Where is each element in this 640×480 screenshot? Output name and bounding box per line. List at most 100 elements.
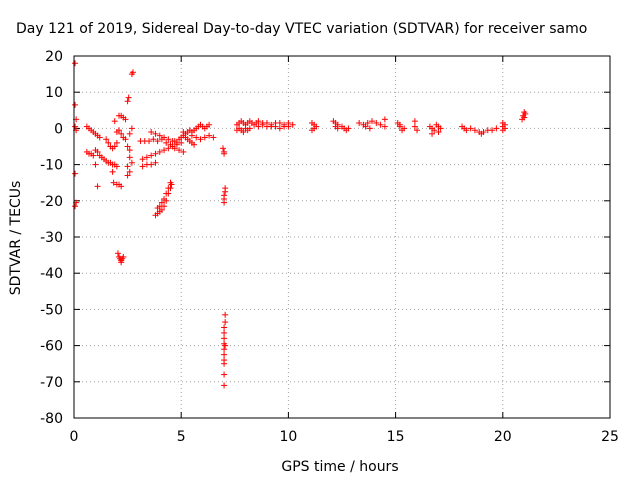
data-point: [171, 145, 178, 152]
data-point: [113, 163, 120, 170]
data-point: [197, 136, 204, 143]
data-point: [276, 125, 283, 132]
data-point: [369, 118, 376, 125]
data-point: [429, 130, 436, 137]
data-point: [221, 351, 228, 358]
data-point: [220, 145, 227, 152]
data-point: [463, 127, 470, 134]
data-point: [221, 360, 228, 367]
x-tick-label: 25: [601, 429, 619, 445]
data-point: [221, 199, 228, 206]
data-point: [520, 112, 527, 119]
data-point: [124, 143, 131, 150]
y-tick-label: -30: [40, 230, 63, 246]
data-point: [467, 125, 474, 132]
data-point: [206, 132, 213, 139]
data-point: [364, 119, 371, 126]
plot-frame: [73, 55, 611, 419]
data-point: [128, 125, 135, 132]
data-point: [126, 147, 133, 154]
data-point: [411, 118, 418, 125]
data-point: [114, 250, 121, 257]
data-point: [152, 150, 159, 157]
data-point: [113, 139, 120, 146]
data-point: [163, 190, 170, 197]
data-point: [156, 148, 163, 155]
data-point: [222, 342, 229, 349]
data-point: [201, 134, 208, 141]
data-point: [289, 121, 296, 128]
data-point: [362, 123, 369, 130]
data-point: [96, 134, 103, 141]
y-tick-label: -50: [40, 302, 63, 318]
data-point: [105, 139, 112, 146]
x-axis-label: GPS time / hours: [281, 459, 398, 475]
data-point: [411, 123, 418, 130]
data-point: [366, 125, 373, 132]
data-point: [437, 125, 444, 132]
data-point: [193, 134, 200, 141]
data-point: [221, 329, 228, 336]
data-point: [148, 152, 155, 159]
data-point: [414, 127, 421, 134]
data-point: [180, 148, 187, 155]
data-point: [222, 319, 229, 326]
data-point: [521, 109, 528, 116]
data-point: [210, 134, 217, 141]
data-point: [221, 335, 228, 342]
data-point: [118, 183, 125, 190]
data-point: [128, 159, 135, 166]
y-tick-label: -70: [40, 375, 63, 391]
data-point: [72, 60, 79, 67]
data-point: [163, 139, 170, 146]
data-point: [165, 136, 172, 143]
data-point: [221, 324, 228, 331]
y-tick-label: -20: [40, 194, 63, 210]
data-point: [356, 119, 363, 126]
data-point: [255, 123, 262, 130]
data-point: [489, 127, 496, 134]
data-point: [110, 179, 117, 186]
data-point: [124, 98, 131, 105]
data-point: [161, 195, 168, 202]
data-point: [139, 156, 146, 163]
data-point: [126, 168, 133, 175]
data-point: [152, 130, 159, 137]
data-point: [259, 121, 266, 128]
data-point: [109, 168, 116, 175]
data-point: [129, 69, 136, 76]
data-point: [148, 129, 155, 136]
data-point: [116, 127, 123, 134]
data-point: [150, 136, 157, 143]
data-point: [221, 371, 228, 378]
data-point: [161, 147, 168, 154]
data-point: [156, 132, 163, 139]
data-point: [499, 119, 506, 126]
grid: [74, 56, 610, 418]
data-point: [124, 163, 131, 170]
data-point: [221, 346, 228, 353]
data-point: [122, 136, 129, 143]
data-point: [401, 125, 408, 132]
data-point: [246, 125, 253, 132]
data-series: [72, 60, 529, 389]
data-point: [72, 203, 79, 210]
data-point: [125, 94, 132, 101]
data-point: [120, 253, 127, 260]
y-tick-label: 0: [54, 121, 63, 137]
x-tick-label: 5: [177, 429, 186, 445]
y-tick-label: 10: [45, 85, 63, 101]
data-point: [126, 130, 133, 137]
data-point: [381, 116, 388, 123]
data-point: [167, 179, 174, 186]
data-point: [493, 125, 500, 132]
data-point: [124, 172, 131, 179]
data-point: [240, 129, 247, 136]
data-point: [221, 382, 228, 389]
data-point: [435, 129, 442, 136]
data-point: [158, 206, 165, 213]
data-point: [334, 125, 341, 132]
y-tick-label: -10: [40, 158, 63, 174]
data-point: [103, 136, 110, 143]
